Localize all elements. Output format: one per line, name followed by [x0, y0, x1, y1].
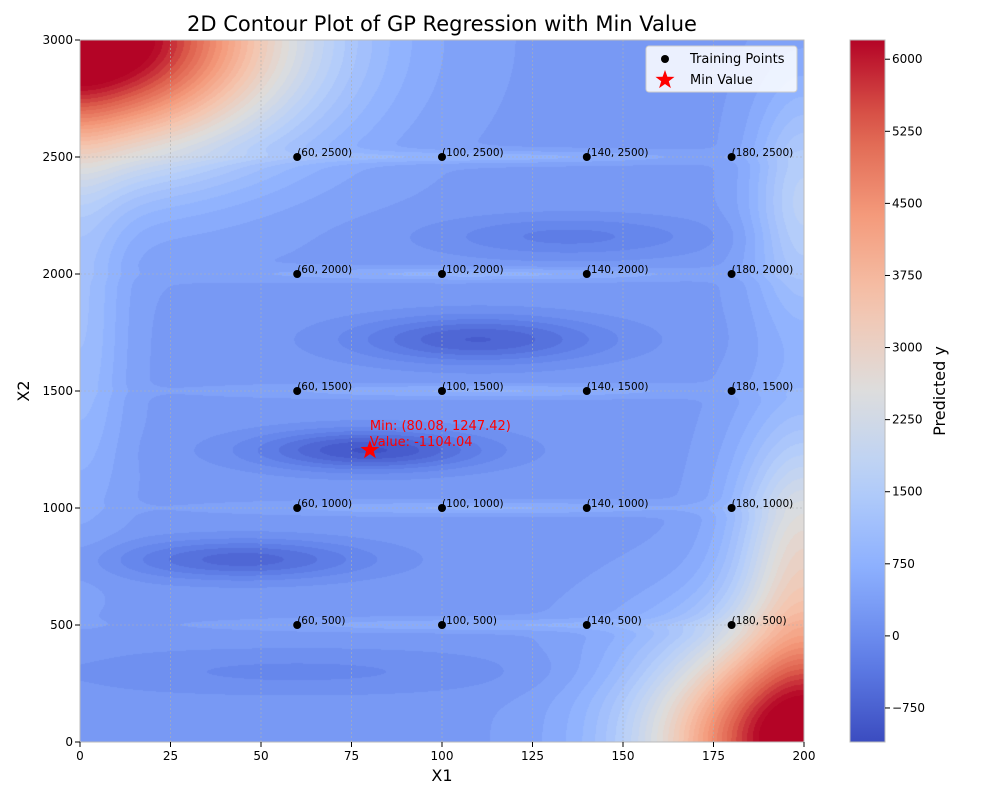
- training-point: [438, 153, 446, 161]
- training-point-label: (140, 2500): [587, 147, 649, 159]
- training-point-label: (100, 1500): [442, 381, 504, 393]
- y-tick-label: 2000: [42, 267, 73, 281]
- y-tick-label: 1500: [42, 384, 73, 398]
- x-tick-label: 125: [521, 749, 544, 763]
- colorbar-ticks: −750 0 750 1500 2250 3000 3750 4500 5250 6000: [885, 52, 925, 715]
- legend-training-marker: [661, 55, 669, 63]
- colorbar-tick-label: 750: [892, 557, 915, 571]
- x-tick-label: 50: [253, 749, 268, 763]
- x-axis-ticks: 0 25 50 75 100 125 150 175 200: [76, 742, 815, 763]
- training-point: [582, 504, 591, 512]
- colorbar-tick-label: 5250: [892, 124, 923, 138]
- training-point: [727, 270, 736, 278]
- plot-area: (60, 500) (60, 1000) (60, 1500) (60, 2000) (…: [79, 39, 805, 743]
- colorbar-label: Predicted y: [930, 346, 949, 436]
- x-tick-label: 175: [702, 749, 725, 763]
- training-point-label: (180, 2000): [732, 264, 794, 276]
- training-point-label: (180, 1000): [732, 498, 794, 510]
- training-point-label: (60, 500): [297, 615, 345, 627]
- min-value-annotation-value: Value: -1104.04: [370, 435, 473, 450]
- x-tick-label: 0: [76, 749, 84, 763]
- training-point: [727, 621, 736, 629]
- y-tick-label: 3000: [42, 33, 73, 47]
- training-point: [293, 387, 302, 395]
- training-point: [293, 270, 302, 278]
- colorbar-gradient: [849, 39, 886, 743]
- training-point: [438, 270, 446, 278]
- chart-title: 2D Contour Plot of GP Regression with Mi…: [187, 12, 697, 36]
- training-point-label: (140, 2000): [587, 264, 649, 276]
- legend-min-label: Min Value: [690, 73, 753, 88]
- y-tick-label: 1000: [42, 501, 73, 515]
- y-axis-label: X2: [14, 380, 33, 401]
- training-point-label: (140, 1500): [587, 381, 649, 393]
- training-point: [727, 504, 736, 512]
- x-tick-label: 75: [344, 749, 359, 763]
- training-point-label: (100, 500): [442, 615, 497, 627]
- training-point: [582, 270, 591, 278]
- x-tick-label: 200: [793, 749, 816, 763]
- training-point: [438, 621, 446, 629]
- training-point-label: (140, 500): [587, 615, 642, 627]
- y-tick-label: 0: [65, 735, 73, 749]
- y-tick-label: 2500: [42, 150, 73, 164]
- legend-box: [645, 45, 798, 93]
- legend: Training Points Min Value: [645, 45, 798, 93]
- colorbar: −750 0 750 1500 2250 3000 3750 4500 5250 6000 Pre…: [849, 39, 949, 743]
- training-point-label: (60, 1500): [297, 381, 352, 393]
- training-point: [438, 387, 446, 395]
- training-point-label: (60, 2500): [297, 147, 352, 159]
- colorbar-tick-label: 6000: [892, 52, 923, 66]
- training-point: [293, 504, 302, 512]
- training-points: (60, 500) (60, 1000) (60, 1500) (60, 2000) (…: [293, 147, 793, 629]
- y-tick-label: 500: [50, 618, 73, 632]
- training-point: [438, 504, 446, 512]
- legend-training-label: Training Points: [689, 52, 785, 67]
- training-point-label: (140, 1000): [587, 498, 649, 510]
- training-point-label: (180, 1500): [732, 381, 794, 393]
- colorbar-tick-label: −750: [892, 701, 925, 715]
- training-point-label: (180, 500): [732, 615, 787, 627]
- colorbar-tick-label: 3750: [892, 268, 923, 282]
- training-point: [582, 387, 591, 395]
- training-point: [293, 153, 302, 161]
- min-value-marker: [360, 440, 380, 459]
- training-point-label: (60, 1000): [297, 498, 352, 510]
- x-tick-label: 25: [163, 749, 178, 763]
- training-point: [582, 153, 591, 161]
- training-point: [727, 153, 736, 161]
- x-tick-label: 150: [612, 749, 635, 763]
- x-tick-label: 100: [431, 749, 454, 763]
- colorbar-tick-label: 3000: [892, 341, 923, 355]
- y-axis-ticks: 0 500 1000 1500 2000 2500 3000: [42, 33, 80, 749]
- colorbar-tick-label: 4500: [892, 196, 923, 210]
- training-point: [293, 621, 302, 629]
- min-value-marker-group: Min: (80.08, 1247.42)Value: -1104.04: [360, 419, 511, 459]
- colorbar-tick-label: 0: [892, 629, 900, 643]
- training-point-label: (100, 2500): [442, 147, 504, 159]
- min-value-annotation-coords: Min: (80.08, 1247.42): [370, 419, 511, 434]
- training-point-label: (180, 2500): [732, 147, 794, 159]
- training-point: [582, 621, 591, 629]
- training-point-label: (100, 1000): [442, 498, 504, 510]
- training-point: [727, 387, 736, 395]
- colorbar-tick-label: 1500: [892, 485, 923, 499]
- colorbar-tick-label: 2250: [892, 413, 923, 427]
- training-point-label: (60, 2000): [297, 264, 352, 276]
- x-axis-label: X1: [431, 766, 452, 785]
- training-point-label: (100, 2000): [442, 264, 504, 276]
- legend-min-marker: [655, 70, 675, 89]
